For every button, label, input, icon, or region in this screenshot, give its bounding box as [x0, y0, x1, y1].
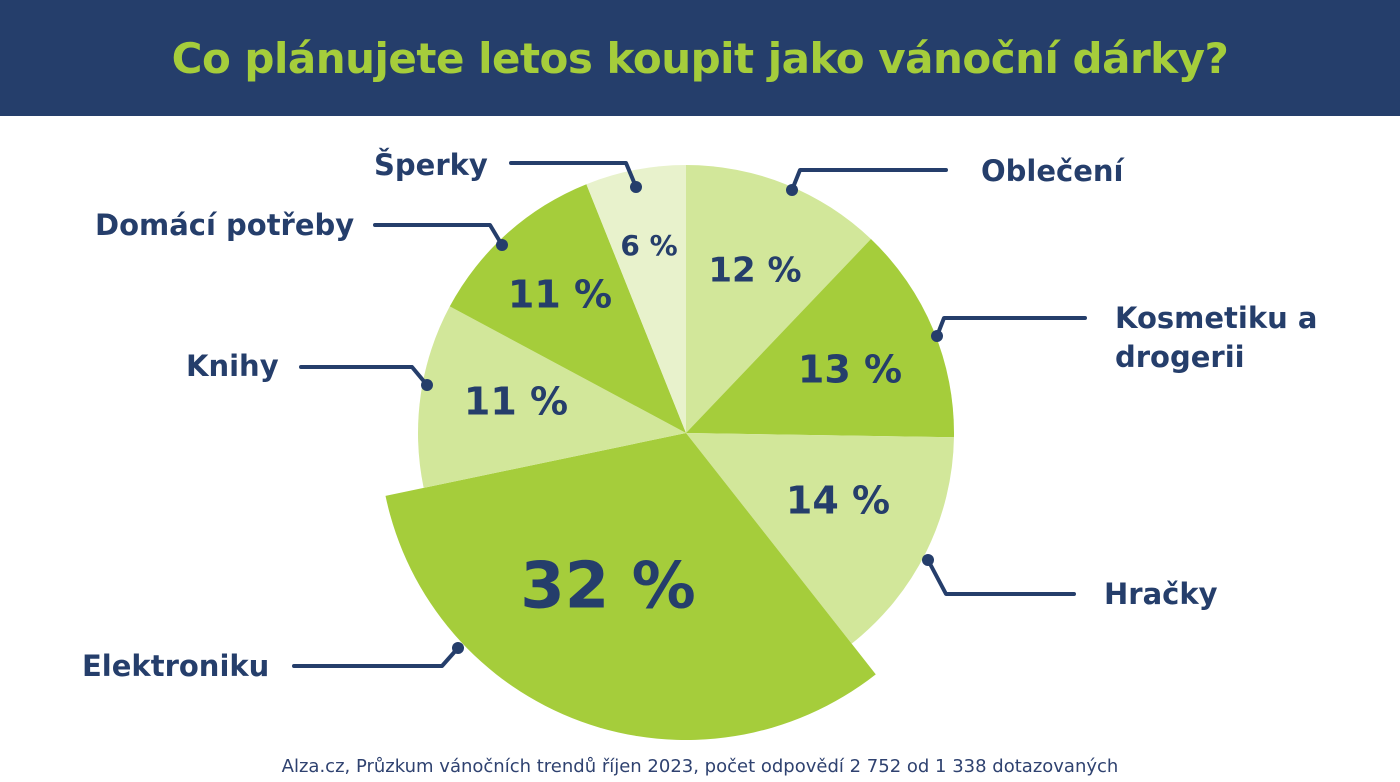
- slice-value-label: 6 %: [620, 229, 677, 262]
- category-label: Hračky: [1104, 577, 1218, 611]
- slice-value-label: 32 %: [520, 550, 695, 624]
- leader-dot: [630, 181, 642, 193]
- category-label: Šperky: [374, 148, 488, 182]
- leader-line: [509, 161, 638, 189]
- leader-dot: [922, 554, 934, 566]
- leader-line: [292, 646, 460, 668]
- slice-value-label: 11 %: [508, 273, 612, 317]
- pie-slice-2: [686, 433, 954, 644]
- category-label: Domácí potřeby: [95, 208, 354, 242]
- leader-line: [935, 316, 1087, 338]
- leader-line: [373, 223, 504, 247]
- pie-slice-4: [418, 306, 686, 488]
- slice-value-label: 13 %: [798, 348, 902, 392]
- leader-lines: [292, 161, 1087, 668]
- pie-slice-3: [385, 433, 876, 740]
- slice-value-label: 12 %: [708, 251, 801, 291]
- leader-line: [299, 365, 429, 387]
- leader-line: [926, 558, 1076, 596]
- leader-dot: [786, 184, 798, 196]
- leader-dot: [452, 642, 464, 654]
- category-label: Elektroniku: [82, 649, 269, 683]
- category-label: Knihy: [186, 349, 279, 383]
- slice-value-label: 14 %: [786, 479, 890, 523]
- leader-dot: [931, 330, 943, 342]
- pie-slices: [385, 165, 954, 740]
- leader-dot: [496, 239, 508, 251]
- category-label: Kosmetiku a drogerii: [1115, 301, 1317, 374]
- category-label: Oblečení: [981, 154, 1126, 188]
- pie-slice-0: [686, 165, 871, 433]
- leader-dot: [421, 379, 433, 391]
- slice-value-label: 11 %: [464, 380, 568, 424]
- pie-slice-5: [449, 184, 686, 433]
- chart-title: Co plánujete letos koupit jako vánoční d…: [171, 33, 1229, 83]
- labels: 12 % Oblečení 13 % Kosmetiku a drogerii 14 % H…: [82, 148, 1317, 683]
- leader-line: [790, 168, 948, 192]
- pie-slice-1: [686, 239, 954, 438]
- header-bar: Co plánujete letos koupit jako vánoční d…: [0, 0, 1400, 116]
- pie-slice-6: [586, 165, 686, 433]
- source-note: Alza.cz, Průzkum vánočních trendů říjen …: [281, 756, 1119, 777]
